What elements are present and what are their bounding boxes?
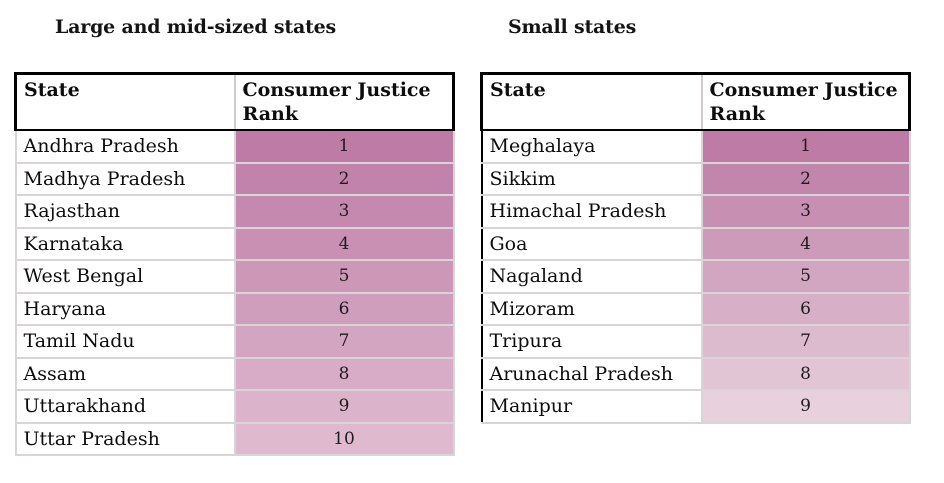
table-row: Nagaland 5: [480, 259, 911, 294]
small-states-table: State Consumer Justice Rank Meghalaya 1 Si…: [480, 72, 911, 424]
table-header: State Consumer Justice Rank: [14, 72, 455, 131]
small-states-rows: Meghalaya 1 Sikkim 2 Himachal Pradesh 3 Goa 4 Na…: [480, 129, 911, 424]
rank-cell: 3: [233, 194, 455, 229]
state-cell: Nagaland: [480, 259, 703, 294]
table-row: Sikkim 2: [480, 161, 911, 196]
table-row: Uttar Pradesh 10: [14, 421, 455, 456]
large-states-title: Large and mid-sized states: [55, 16, 337, 38]
large-states-rows: Andhra Pradesh 1 Madhya Pradesh 2 Rajasthan 3…: [14, 129, 455, 456]
rank-cell: 4: [233, 226, 455, 261]
rank-cell: 2: [700, 161, 911, 196]
state-cell: Himachal Pradesh: [480, 194, 703, 229]
state-column-header: State: [14, 72, 236, 131]
table-row: Tamil Nadu 7: [14, 324, 455, 359]
rank-cell: 1: [233, 129, 455, 164]
table-row: Mizoram 6: [480, 291, 911, 326]
rank-cell: 8: [700, 356, 911, 391]
state-cell: Arunachal Pradesh: [480, 356, 703, 391]
rank-cell: 2: [233, 161, 455, 196]
rank-cell: 7: [700, 324, 911, 359]
table-row: Meghalaya 1: [480, 129, 911, 164]
table-row: Uttarakhand 9: [14, 389, 455, 424]
rank-cell: 5: [233, 259, 455, 294]
state-cell: Uttarakhand: [14, 389, 236, 424]
rank-cell: 8: [233, 356, 455, 391]
table-header: State Consumer Justice Rank: [480, 72, 911, 131]
state-cell: Assam: [14, 356, 236, 391]
state-cell: Haryana: [14, 291, 236, 326]
table-row: Tripura 7: [480, 324, 911, 359]
small-states-title: Small states: [508, 16, 637, 38]
state-cell: Goa: [480, 226, 703, 261]
rank-column-header: Consumer Justice Rank: [233, 72, 455, 131]
state-cell: Sikkim: [480, 161, 703, 196]
rank-cell: 6: [233, 291, 455, 326]
state-cell: Tamil Nadu: [14, 324, 236, 359]
state-cell: Meghalaya: [480, 129, 703, 164]
table-row: Andhra Pradesh 1: [14, 129, 455, 164]
rank-cell: 4: [700, 226, 911, 261]
table-row: West Bengal 5: [14, 259, 455, 294]
rank-column-header: Consumer Justice Rank: [700, 72, 911, 131]
rank-cell: 3: [700, 194, 911, 229]
rank-cell: 1: [700, 129, 911, 164]
table-row: Karnataka 4: [14, 226, 455, 261]
table-row: Goa 4: [480, 226, 911, 261]
state-cell: Andhra Pradesh: [14, 129, 236, 164]
table-row: Rajasthan 3: [14, 194, 455, 229]
header-row: State Consumer Justice Rank: [14, 72, 455, 131]
state-cell: Tripura: [480, 324, 703, 359]
state-cell: Manipur: [480, 389, 703, 424]
large-states-table: State Consumer Justice Rank Andhra Prade…: [14, 72, 455, 456]
table-row: Himachal Pradesh 3: [480, 194, 911, 229]
table-row: Madhya Pradesh 2: [14, 161, 455, 196]
state-cell: Rajasthan: [14, 194, 236, 229]
state-column-header: State: [480, 72, 703, 131]
state-cell: Uttar Pradesh: [14, 421, 236, 456]
header-row: State Consumer Justice Rank: [480, 72, 911, 131]
table-row: Arunachal Pradesh 8: [480, 356, 911, 391]
rank-cell: 10: [233, 421, 455, 456]
rank-cell: 5: [700, 259, 911, 294]
rank-cell: 6: [700, 291, 911, 326]
state-cell: West Bengal: [14, 259, 236, 294]
state-cell: Madhya Pradesh: [14, 161, 236, 196]
rank-cell: 7: [233, 324, 455, 359]
table-row: Manipur 9: [480, 389, 911, 424]
rank-cell: 9: [700, 389, 911, 424]
table-row: Assam 8: [14, 356, 455, 391]
state-cell: Karnataka: [14, 226, 236, 261]
state-cell: Mizoram: [480, 291, 703, 326]
rank-cell: 9: [233, 389, 455, 424]
table-row: Haryana 6: [14, 291, 455, 326]
